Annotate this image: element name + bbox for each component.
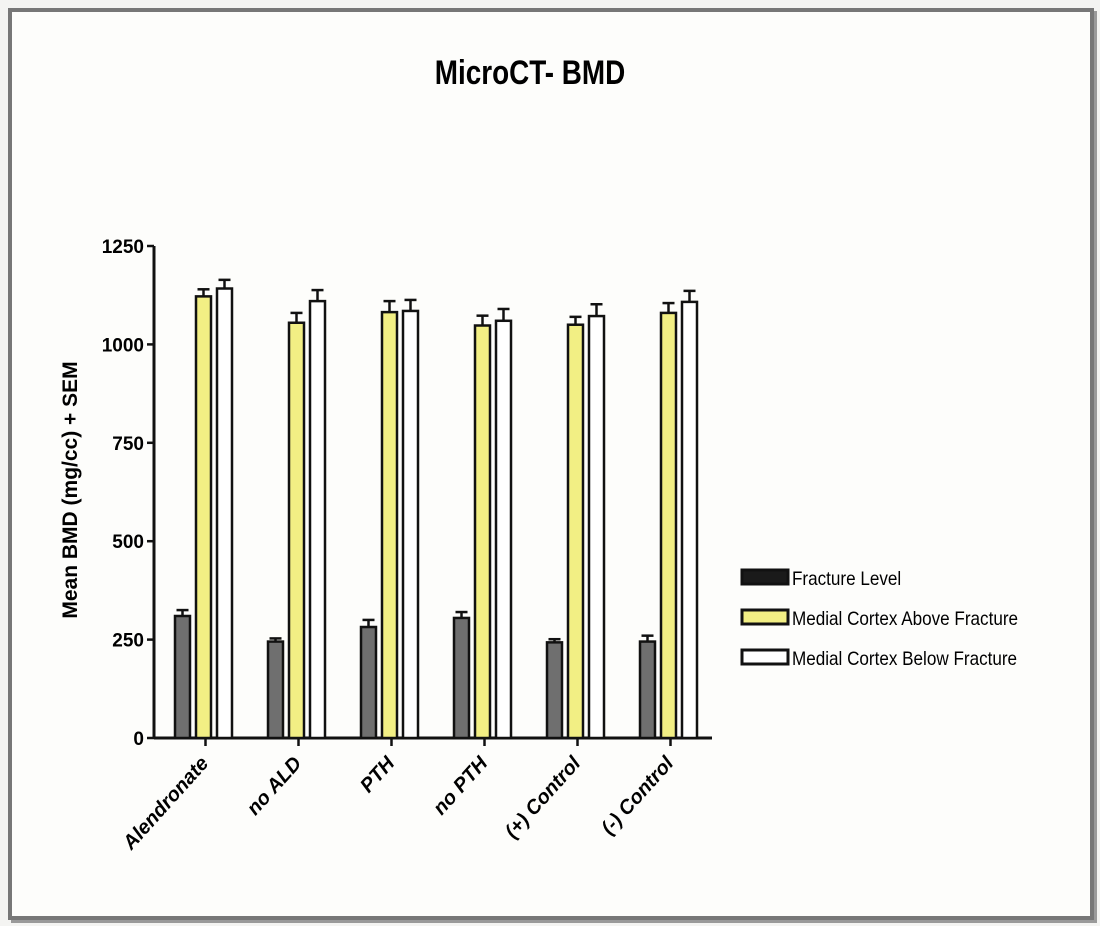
bar (659, 311, 678, 740)
legend-swatch (740, 608, 790, 626)
legend: Fracture Level Medial Cortex Above Fractu… (740, 568, 1018, 669)
bar (173, 614, 192, 740)
bar (401, 309, 420, 740)
bar (566, 323, 585, 740)
x-tick-label: no ALD (243, 753, 306, 820)
bars (173, 278, 699, 740)
y-tick-label: 1000 (102, 335, 144, 356)
bar (494, 319, 513, 740)
bar (380, 310, 399, 740)
x-tick-label: no PTH (429, 752, 493, 819)
x-tick-labels: Alendronate no ALD PTH no PTH (+) Control (-)… (118, 752, 678, 855)
chart-frame: MicroCT- BMD Mean BMD (mg/cc) + SEM 0 250… (8, 8, 1094, 920)
bar (638, 640, 657, 740)
bar (452, 616, 471, 740)
bar (287, 321, 306, 740)
legend-label: Medial Cortex Below Fracture (792, 648, 1017, 669)
x-tick-label: (+) Control (501, 752, 586, 843)
bar (194, 295, 213, 740)
x-tick-label: Alendronate (118, 753, 213, 855)
bar (266, 640, 285, 740)
legend-label: Fracture Level (792, 568, 901, 589)
x-tick-label: (-) Control (597, 752, 678, 839)
y-tick-label: 500 (112, 532, 144, 553)
legend-swatch (740, 648, 790, 666)
bar (680, 300, 699, 740)
y-tick-label: 250 (112, 631, 144, 652)
y-tick-label: 750 (112, 434, 144, 455)
legend-swatch (740, 568, 790, 586)
bar (215, 287, 234, 740)
bar (308, 299, 327, 740)
bar (359, 625, 378, 740)
legend-label: Medial Cortex Above Fracture (792, 608, 1018, 629)
x-tick-label: PTH (356, 752, 399, 797)
bar (587, 314, 606, 740)
bar-chart: MicroCT- BMD Mean BMD (mg/cc) + SEM 0 250… (59, 53, 1018, 855)
y-tick-label: 1250 (102, 237, 144, 258)
y-tick-label: 0 (133, 729, 144, 750)
chart-title: MicroCT- BMD (435, 53, 625, 91)
bar (545, 641, 564, 740)
bar (473, 324, 492, 740)
axes: 0 250 500 750 1000 1250 (102, 237, 712, 750)
y-axis-label: Mean BMD (mg/cc) + SEM (59, 361, 82, 618)
